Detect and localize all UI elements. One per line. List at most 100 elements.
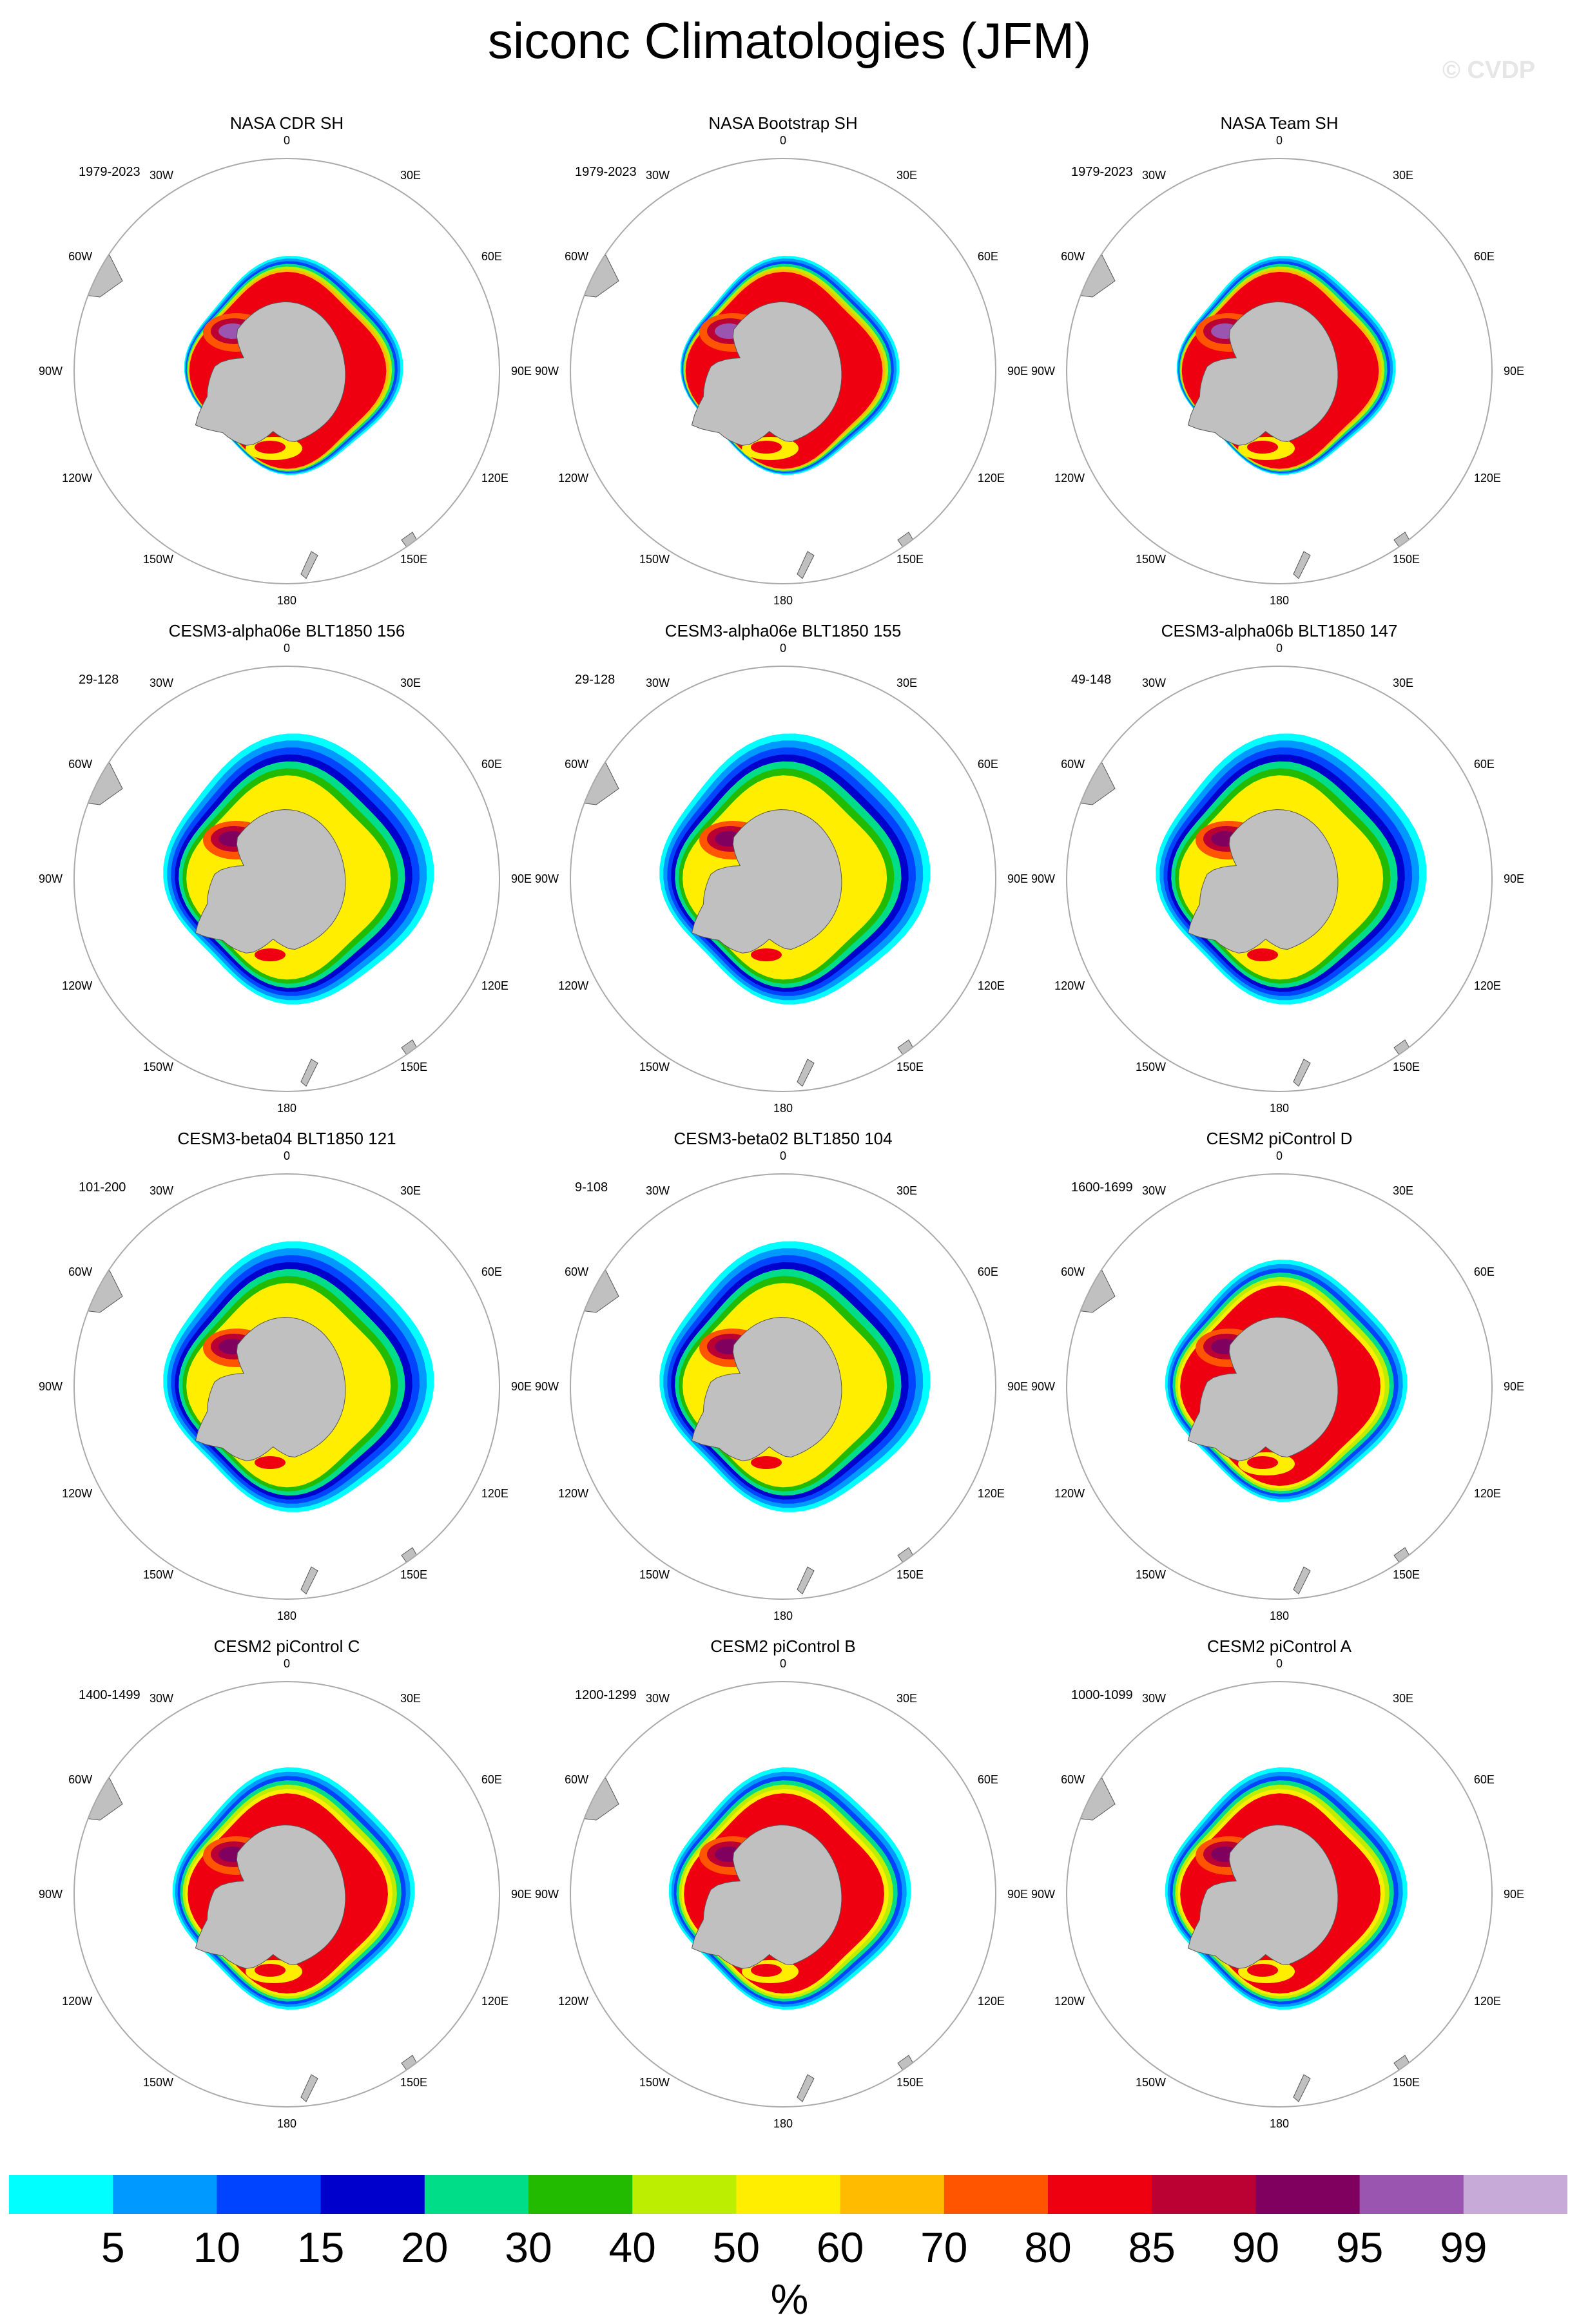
longitude-label: 90E — [1504, 365, 1524, 378]
ross-ice — [751, 441, 782, 454]
antarctica-landmass — [691, 1316, 842, 1461]
longitude-label: 30E — [400, 169, 421, 182]
map-panel: 0 30E 60E 90E 120E 150E 180 150W 120W 90W 60W 30W CE… — [32, 1637, 541, 2146]
polar-map: 0 30E 60E 90E 120E 150E 180 150W 120W 90W 60W 30W — [1031, 134, 1524, 607]
longitude-label: 30E — [896, 1692, 917, 1705]
longitude-label: 30E — [1393, 677, 1413, 689]
longitude-label: 90E — [1007, 1888, 1028, 1901]
longitude-label: 120E — [978, 1995, 1005, 2008]
longitude-label: 120E — [481, 1995, 509, 2008]
longitude-label: 120E — [978, 1487, 1005, 1500]
longitude-label: 150E — [1393, 2076, 1420, 2089]
longitude-label: 90W — [535, 1888, 559, 1901]
longitude-label: 30W — [150, 1692, 173, 1705]
panel-years: 101-200 — [79, 1180, 126, 1195]
longitude-label: 90E — [511, 872, 532, 885]
longitude-label: 120W — [1054, 1995, 1085, 2008]
map-panel: 0 30E 60E 90E 120E 150E 180 150W 120W 90W 60W 30W CE… — [32, 621, 541, 1130]
colorbar-swatch — [1255, 2175, 1361, 2214]
longitude-label: 30W — [646, 677, 670, 689]
colorbar-tick-label: 20 — [401, 2223, 449, 2271]
panel-title: CESM2 piControl C — [213, 1637, 360, 1656]
watermark: © CVDP — [1442, 57, 1536, 84]
map-boundary — [73, 1681, 500, 2108]
longitude-label: 120E — [1474, 1995, 1501, 2008]
longitude-label: 180 — [773, 2117, 793, 2130]
longitude-label: 30W — [150, 169, 173, 182]
new-zealand-landmass — [300, 1566, 318, 1595]
longitude-label: 150W — [143, 2076, 173, 2089]
longitude-label: 30E — [1393, 1692, 1413, 1705]
longitude-label: 150W — [143, 1568, 173, 1581]
panel-title: CESM3-alpha06e BLT1850 155 — [664, 621, 902, 640]
colorbar-tick-label: 80 — [1024, 2223, 1072, 2271]
longitude-label: 60W — [68, 1265, 92, 1278]
polar-map: 0 30E 60E 90E 120E 150E 180 150W 120W 90W 60W 30W — [535, 1149, 1028, 1622]
map-panel: 0 30E 60E 90E 120E 150E 180 150W 120W 90W 60W 30W CE… — [32, 1129, 541, 1638]
ross-ice — [255, 1456, 286, 1469]
longitude-label: 150E — [400, 1568, 427, 1581]
longitude-label: 30W — [150, 1184, 173, 1197]
longitude-label: 0 — [284, 1657, 290, 1670]
longitude-label: 180 — [773, 594, 793, 607]
longitude-label: 90W — [39, 365, 63, 378]
longitude-label: 90E — [1007, 872, 1028, 885]
map-boundary — [1066, 666, 1493, 1092]
longitude-label: 90W — [39, 1380, 63, 1393]
longitude-label: 30E — [896, 169, 917, 182]
longitude-label: 150E — [400, 2076, 427, 2089]
colorbar-tick-label: 10 — [193, 2223, 241, 2271]
polar-map: 0 30E 60E 90E 120E 150E 180 150W 120W 90W 60W 30W — [1031, 1657, 1524, 2130]
polar-map: 0 30E 60E 90E 120E 150E 180 150W 120W 90W 60W 30W — [39, 642, 532, 1115]
longitude-label: 180 — [773, 1609, 793, 1622]
new-zealand-landmass — [300, 2074, 318, 2102]
panel-title: CESM3-beta02 BLT1850 104 — [673, 1129, 893, 1148]
longitude-label: 60W — [565, 1265, 588, 1278]
colorbar-swatch — [1359, 2175, 1464, 2214]
longitude-label: 120W — [62, 1487, 92, 1500]
longitude-label: 0 — [284, 1149, 290, 1162]
longitude-label: 60W — [565, 758, 588, 771]
map-panel: 0 30E 60E 90E 120E 150E 180 150W 120W 90W 60W 30W CE… — [1025, 1637, 1534, 2146]
ross-ice — [751, 1456, 782, 1469]
longitude-label: 150E — [896, 553, 924, 566]
longitude-label: 120E — [481, 472, 509, 485]
antarctica-landmass — [691, 809, 842, 954]
longitude-label: 90W — [39, 872, 63, 885]
panel-years: 29-128 — [79, 673, 119, 687]
colorbar-swatch — [528, 2175, 633, 2214]
longitude-label: 150W — [639, 1568, 670, 1581]
longitude-label: 0 — [780, 642, 786, 655]
panel-years: 1979-2023 — [575, 165, 637, 179]
longitude-label: 180 — [277, 2117, 296, 2130]
longitude-label: 150W — [1136, 1568, 1166, 1581]
ross-ice — [255, 1964, 286, 1977]
longitude-label: 30E — [1393, 1184, 1413, 1197]
longitude-label: 120W — [558, 472, 588, 485]
longitude-label: 0 — [1276, 1149, 1283, 1162]
new-zealand-landmass — [300, 551, 318, 579]
longitude-label: 120W — [62, 979, 92, 992]
panel-title: CESM2 piControl A — [1207, 1637, 1351, 1656]
map-panel: 0 30E 60E 90E 120E 150E 180 150W 120W 90W 60W 30W CE… — [528, 1129, 1038, 1638]
longitude-label: 90W — [1031, 1888, 1055, 1901]
longitude-label: 90E — [511, 365, 532, 378]
longitude-label: 60W — [68, 758, 92, 771]
colorbar-tick-label: 15 — [296, 2223, 345, 2271]
longitude-label: 90W — [535, 1380, 559, 1393]
longitude-label: 60W — [1061, 1773, 1085, 1786]
antarctica-landmass — [1187, 1824, 1339, 1969]
longitude-label: 30E — [896, 677, 917, 689]
colorbar-swatch — [1048, 2175, 1152, 2214]
longitude-label: 120E — [978, 979, 1005, 992]
polar-map: 0 30E 60E 90E 120E 150E 180 150W 120W 90W 60W 30W — [535, 1657, 1028, 2130]
panel-years: 1000-1099 — [1071, 1688, 1133, 1702]
colorbar — [9, 2175, 1567, 2214]
panel-years: 1979-2023 — [79, 165, 140, 179]
longitude-label: 90W — [39, 1888, 63, 1901]
colorbar-tick-label: 85 — [1128, 2223, 1176, 2271]
longitude-label: 150E — [896, 1568, 924, 1581]
colorbar-tick-label: 5 — [101, 2223, 125, 2271]
antarctica-landmass — [195, 301, 346, 446]
longitude-label: 30W — [1142, 1692, 1166, 1705]
